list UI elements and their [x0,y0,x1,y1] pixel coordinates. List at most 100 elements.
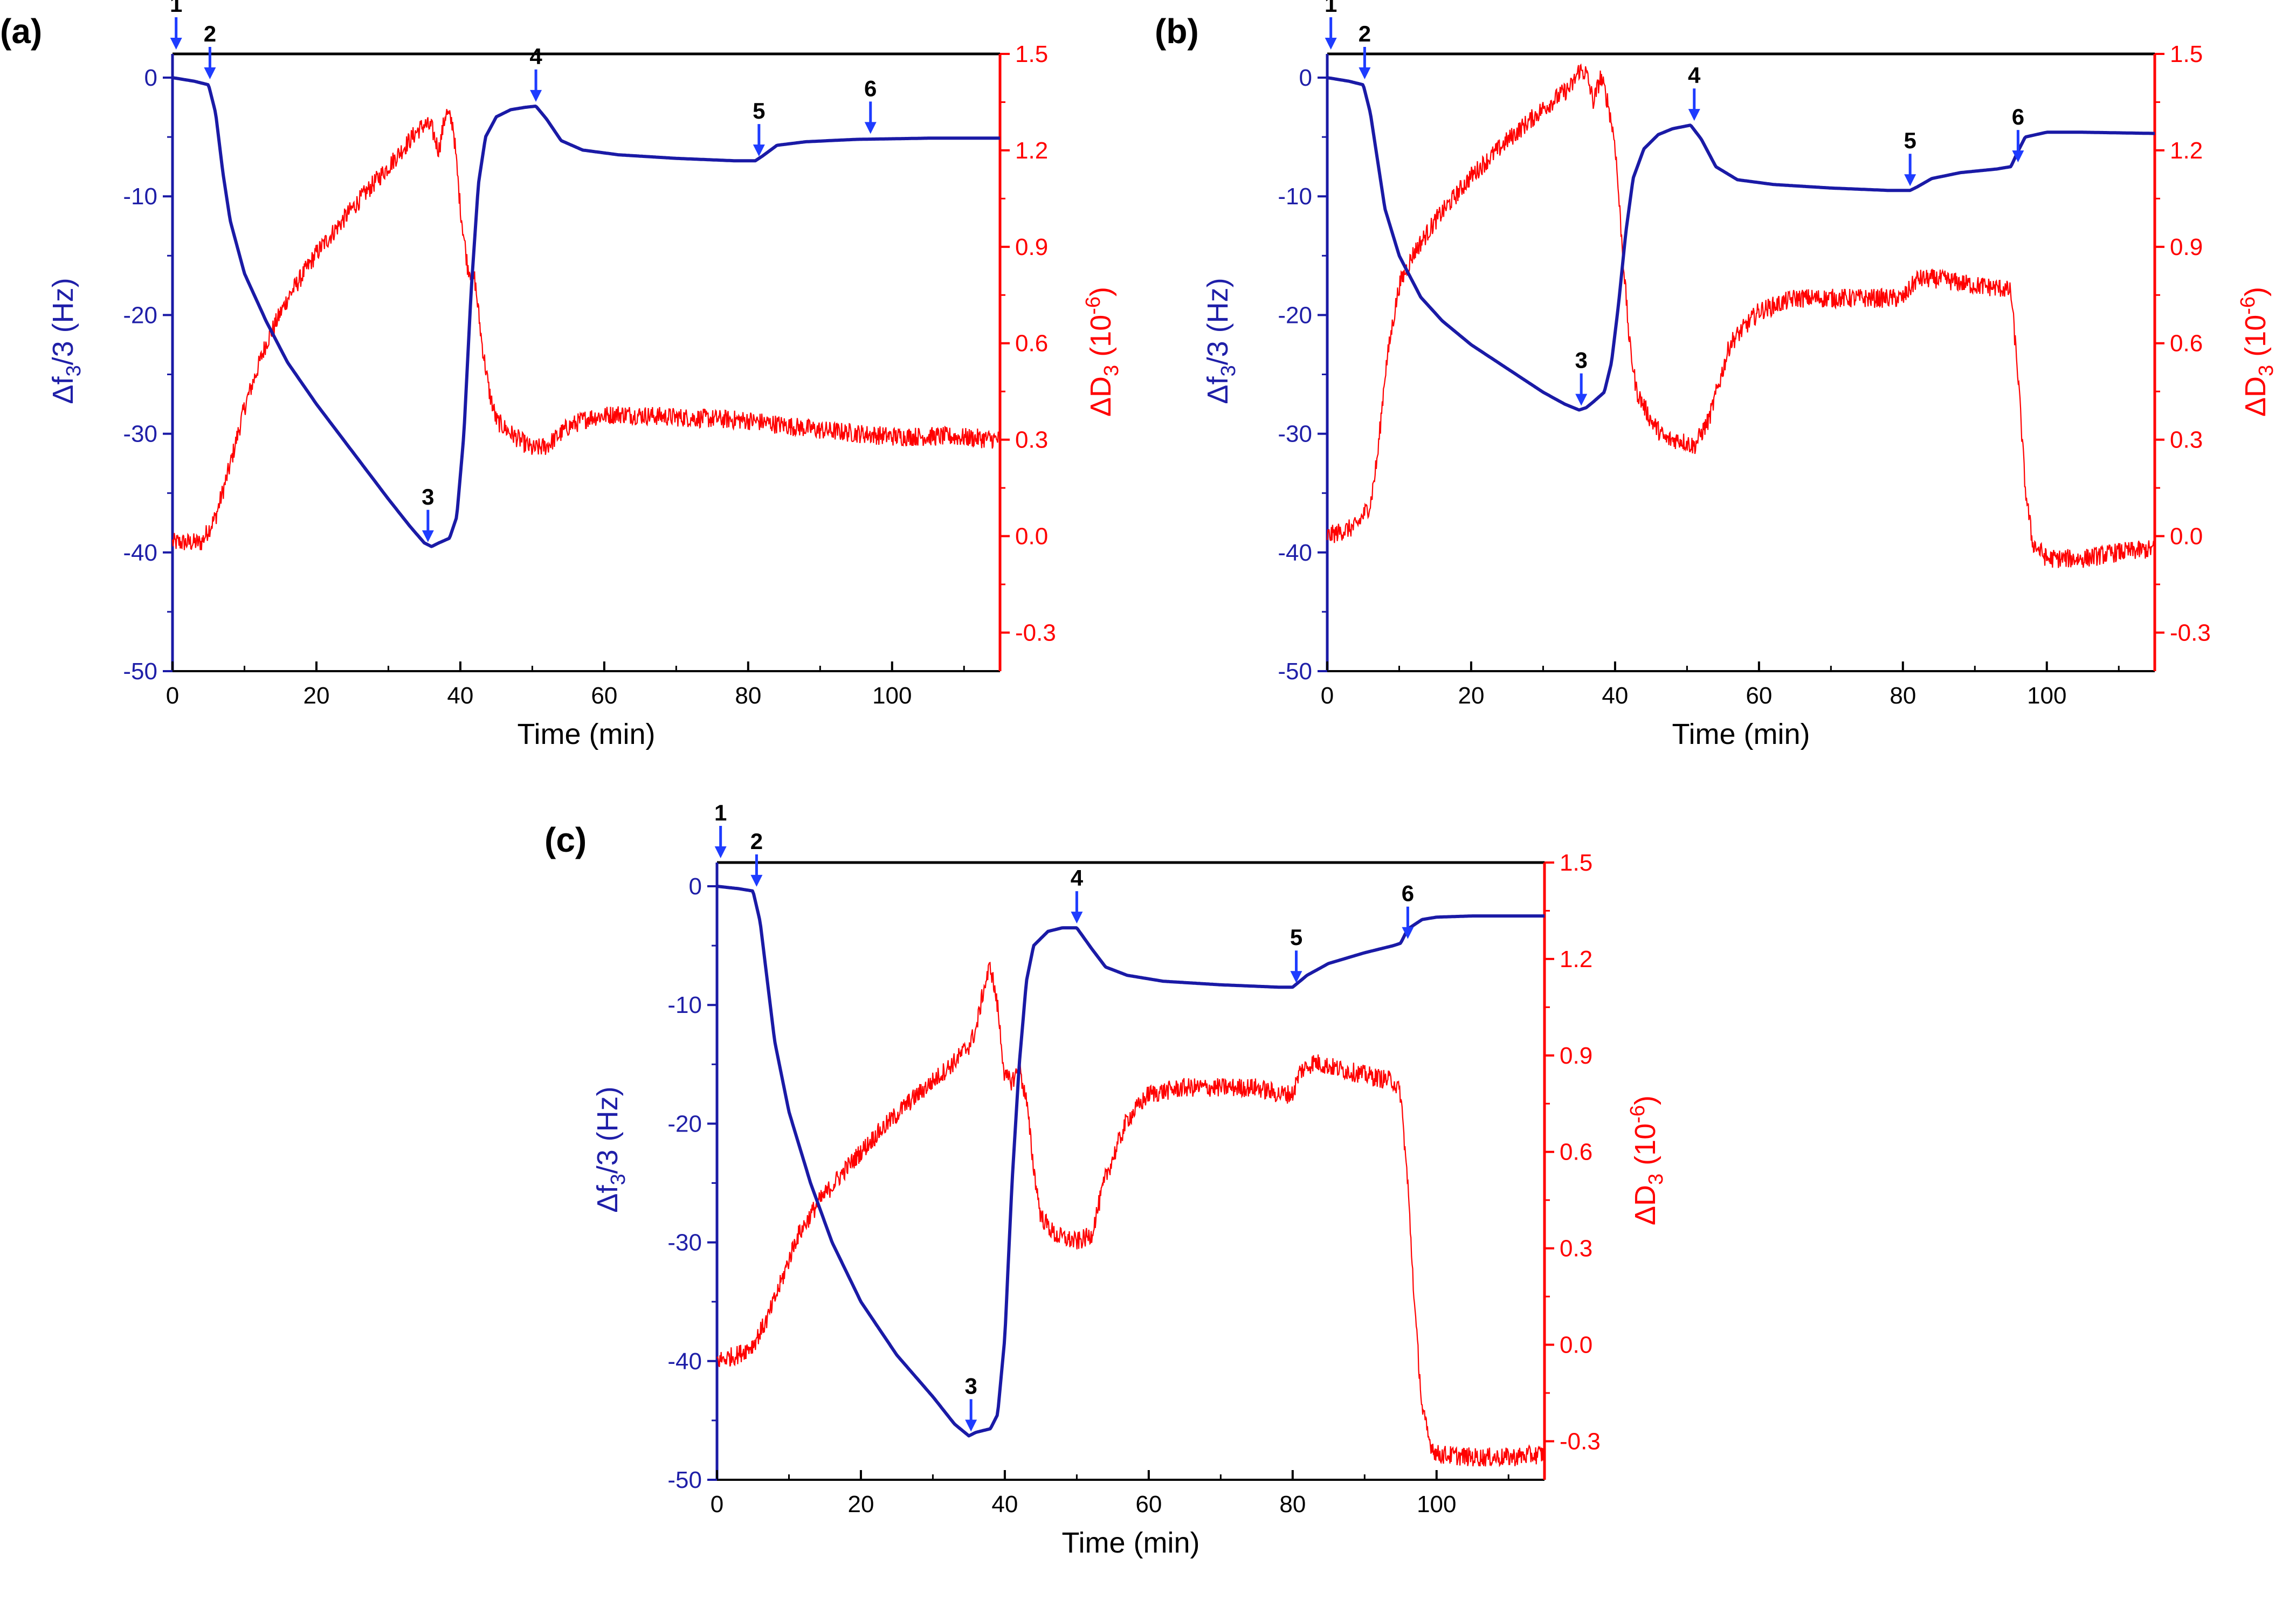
event-marker-6: 6 [1402,881,1414,939]
right-tick-label: 0.6 [2170,330,2203,357]
left-tick-label: -50 [123,658,157,685]
right-axis-title-sub: 3 [2255,365,2278,376]
left-axis-title-tail: /3 (Hz) [47,278,79,365]
event-arrow-head [864,122,877,134]
event-marker-4: 4 [1071,865,1084,924]
left-tick-label: -30 [667,1230,702,1256]
event-arrow-head [1325,38,1337,50]
event-marker-4: 4 [1688,63,1701,121]
right-tick-label: 0.6 [1560,1139,1592,1165]
event-arrow-head [1575,394,1588,406]
left-axis-title-main: Δf [1202,376,1234,404]
right-axis-title: ΔD3 (10-6) [1082,287,1123,417]
x-tick-label: 20 [303,682,329,709]
event-arrow-head [1402,927,1414,939]
x-axis-title: Time (min) [1062,1527,1200,1559]
left-tick-label: -10 [667,992,702,1018]
right-axis-title-main: ΔD [1629,1185,1661,1225]
right-tick-label: 1.5 [1560,850,1592,876]
left-tick-label: -30 [1278,421,1312,447]
event-marker-3: 3 [964,1374,977,1432]
right-tick-label: 0.0 [1015,523,1048,550]
event-marker-5: 5 [753,98,766,157]
panel-c: (c) 0 20 40 60 80 100 0 -10 -20 -30 -40 -50 1.5 1.2 0.9… [544,800,1667,1559]
right-tick-label: 0.3 [1560,1236,1592,1262]
x-tick-label: 20 [1458,682,1484,709]
right-tick-label: 0.0 [1560,1332,1592,1358]
right-tick-label: 0.3 [2170,427,2203,453]
right-axis-title-sup: -6 [2237,296,2259,315]
event-marker-5: 5 [1290,925,1302,983]
panels: (a)0 20 40 60 80 1000-10-20-30-40-501.51.20.9… [0,0,2278,1559]
event-marker-label: 4 [1071,865,1084,891]
event-marker-2: 2 [1359,21,1371,80]
right-axis-title-sub: 3 [1100,365,1123,376]
event-marker-label: 2 [1359,21,1371,46]
left-axis-title-sub: 3 [63,365,85,376]
right-tick-label: 0.6 [1015,330,1048,357]
left-tick-label: -50 [667,1467,702,1493]
x-tick-label: 40 [447,682,473,709]
x-tick-label: 0 [166,682,179,709]
x-tick-label: 0 [1321,682,1334,709]
dissipation-series-line [171,109,1001,550]
left-tick-label: -20 [1278,302,1312,328]
right-tick-label: -0.3 [1015,619,1056,646]
event-arrow-head [1688,109,1700,121]
x-axis-title: Time (min) [1672,718,1810,750]
right-tick-label: 1.2 [2170,137,2203,164]
event-marker-label: 4 [529,44,542,69]
event-marker-label: 5 [1290,925,1302,950]
panel-b: (b) 0 20 40 60 80 100 0 -10 -20 -30 -40 -50 1.5 1.2 0.9… [1155,0,2278,750]
x-tick-label: 80 [735,682,761,709]
right-axis-title-main: ΔD [2239,376,2272,417]
left-axis-title-main: Δf [591,1185,624,1213]
event-arrow-head [753,144,765,157]
right-axis-title-main: ΔD [1085,376,1117,417]
event-arrow-head [1359,67,1371,80]
right-tick-label: 1.5 [1015,41,1048,67]
right-tick-label: 1.2 [1015,137,1048,164]
panel-label: (c) [544,820,587,859]
right-axis-title: ΔD3 (10-6) [1626,1095,1667,1225]
event-marker-label: 6 [2012,104,2024,129]
event-arrow-head [422,530,434,542]
x-tick-label: 40 [991,1491,1018,1518]
right-axis-title: ΔD3 (10-6) [2237,287,2278,417]
left-axis-title-tail: /3 (Hz) [1202,278,1234,365]
event-arrow-head [965,1419,977,1432]
left-axis-title: Δf3/3 (Hz) [1202,278,1240,404]
event-marker-2: 2 [750,829,763,887]
right-tick-label: -0.3 [2170,619,2211,646]
right-tick-label: 0.3 [1015,427,1048,453]
event-marker-1: 1 [714,800,727,858]
left-tick-label: 0 [689,873,702,900]
left-axis-title-sub: 3 [1217,365,1240,376]
left-axis-title-sub: 3 [607,1174,630,1185]
right-axis-title-tail: (10 [1085,315,1117,365]
event-marker-label: 2 [750,829,763,854]
left-tick-label: -20 [667,1111,702,1137]
event-marker-label: 3 [1575,348,1587,373]
event-marker-label: 2 [204,21,216,46]
left-tick-label: -30 [123,421,157,447]
event-arrow-head [714,846,727,858]
event-marker-1: 1 [1325,0,1337,50]
right-tick-label: 0.9 [1560,1043,1592,1069]
dissipation-series-line [716,962,1546,1467]
x-tick-label: 60 [1135,1491,1162,1518]
frequency-series-line [172,76,1001,548]
event-marker-5: 5 [1904,128,1916,187]
event-arrow-head [170,38,182,50]
right-axis-title-tail: (10 [2239,315,2272,365]
event-marker-4: 4 [529,44,542,102]
right-axis-title-sub: 3 [1645,1174,1667,1185]
event-marker-label: 3 [422,484,434,509]
event-marker-label: 5 [753,98,765,123]
x-tick-label: 20 [847,1491,874,1518]
event-arrow-head [2012,150,2024,163]
x-axis-title: Time (min) [518,718,656,750]
event-marker-label: 1 [714,800,727,825]
left-axis-title-main: Δf [47,376,79,404]
